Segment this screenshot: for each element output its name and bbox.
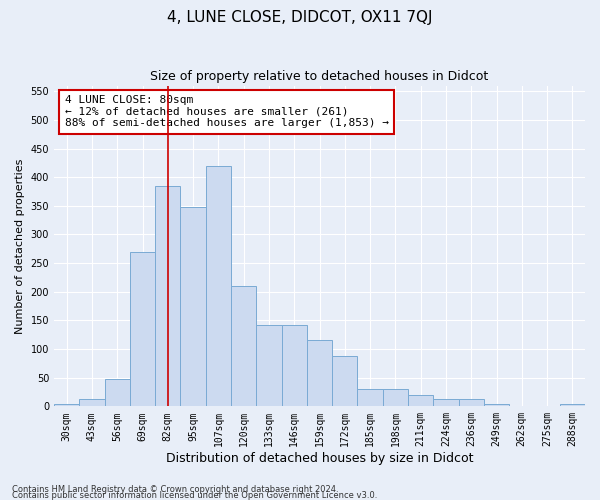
Bar (256, 325, 281, 406)
Bar (104, 379, 130, 406)
Bar (433, 400, 458, 406)
Y-axis label: Number of detached properties: Number of detached properties (15, 158, 25, 334)
Bar (79, 400, 104, 406)
Bar (130, 252, 155, 406)
Bar (54, 404, 79, 406)
Bar (281, 325, 307, 406)
Bar (358, 389, 383, 406)
Bar (458, 400, 484, 406)
Bar (307, 340, 332, 406)
Text: 4, LUNE CLOSE, DIDCOT, OX11 7QJ: 4, LUNE CLOSE, DIDCOT, OX11 7QJ (167, 10, 433, 25)
Title: Size of property relative to detached houses in Didcot: Size of property relative to detached ho… (151, 70, 488, 83)
Bar (560, 404, 585, 406)
Bar (206, 166, 231, 406)
Text: Contains public sector information licensed under the Open Government Licence v3: Contains public sector information licen… (12, 492, 377, 500)
Bar (383, 389, 408, 406)
Text: 4 LUNE CLOSE: 80sqm
← 12% of detached houses are smaller (261)
88% of semi-detac: 4 LUNE CLOSE: 80sqm ← 12% of detached ho… (65, 95, 389, 128)
Bar (155, 186, 181, 406)
Bar (408, 395, 433, 406)
Bar (332, 356, 358, 406)
Bar (181, 207, 206, 406)
X-axis label: Distribution of detached houses by size in Didcot: Distribution of detached houses by size … (166, 452, 473, 465)
Bar (484, 404, 509, 406)
Text: Contains HM Land Registry data © Crown copyright and database right 2024.: Contains HM Land Registry data © Crown c… (12, 486, 338, 494)
Bar (231, 286, 256, 406)
